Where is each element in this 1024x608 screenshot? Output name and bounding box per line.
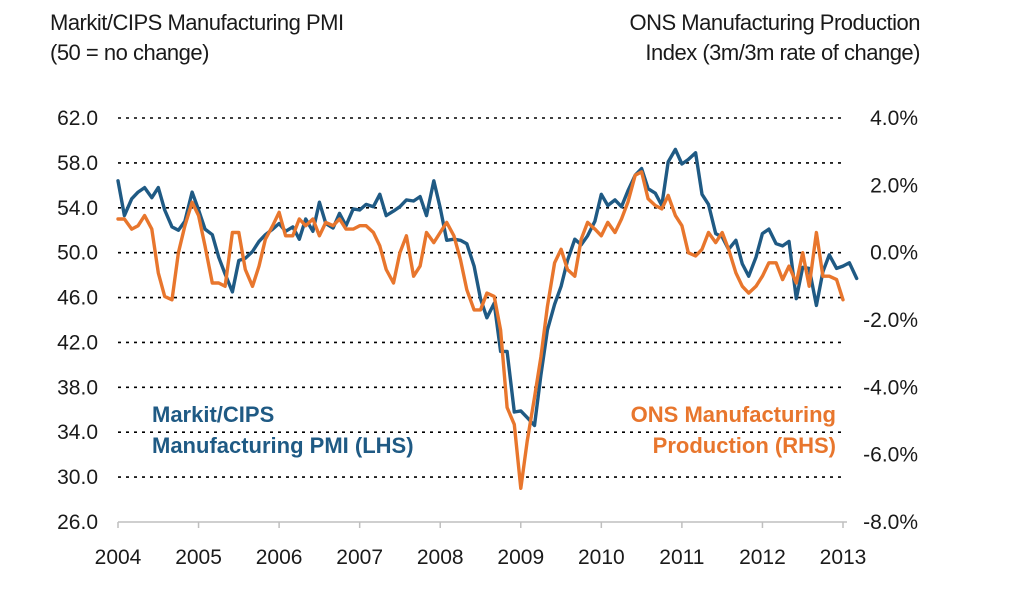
left-y-tick-label: 30.0 [57,466,98,489]
x-tick-label: 2007 [336,546,383,569]
x-tick-label: 2006 [256,546,303,569]
pmi-series-label: Markit/CIPS Manufacturing PMI (LHS) [152,402,414,458]
right-axis-title-line2: Index (3m/3m rate of change) [645,40,920,65]
right-y-tick-label: -2.0% [863,309,918,332]
x-tick-label: 2013 [820,546,867,569]
left-y-tick-label: 34.0 [57,421,98,444]
pmi-series-line [116,147,859,428]
gridlines [118,117,843,478]
right-y-tick-label: -8.0% [863,511,918,534]
pmi-series-label-line: Markit/CIPS [152,402,274,427]
x-tick-label: 2010 [578,546,625,569]
pmi-series-label-line: Manufacturing PMI (LHS) [152,433,414,458]
x-tick-label: 2005 [175,546,222,569]
left-y-tick-label: 62.0 [57,107,98,130]
left-axis-title: Markit/CIPS Manufacturing PMI (50 = no c… [50,8,344,68]
left-y-tick-label: 26.0 [57,511,98,534]
right-y-tick-label: 2.0% [870,174,918,197]
left-y-tick-label: 38.0 [57,376,98,399]
ons-series-label-line: ONS Manufacturing [631,402,836,427]
left-y-tick-label: 58.0 [57,152,98,175]
right-axis-title-line1: ONS Manufacturing Production [629,10,921,35]
x-tick-label: 2004 [95,546,142,569]
x-tick-label: 2009 [497,546,544,569]
x-tick-label: 2008 [417,546,464,569]
series-labels: Markit/CIPS Manufacturing PMI (LHS) ONS Ma… [152,402,836,458]
left-y-tick-label: 46.0 [57,287,98,310]
left-y-axis: 62.0 58.0 54.0 50.0 46.0 42.0 38.0 34.0 30.0 26.0 [57,107,98,534]
right-y-axis: 4.0% 2.0% 0.0% -2.0% -4.0% -6.0% -8.0% [863,107,918,534]
left-axis-title-line1: Markit/CIPS Manufacturing PMI [50,10,344,35]
series-lines [116,147,859,490]
ons-series-label: ONS Manufacturing Production (RHS) [631,402,836,458]
right-y-tick-label: -4.0% [863,376,918,399]
right-y-tick-label: 0.0% [870,242,918,265]
right-axis-title: ONS Manufacturing Production Index (3m/3… [630,8,921,68]
x-axis: 2004 2005 2006 2007 2008 2009 2010 2011 2012 2013 [95,521,867,569]
x-tick-label: 2012 [739,546,786,569]
left-y-tick-label: 54.0 [57,197,98,220]
left-axis-title-line2: (50 = no change) [50,40,209,65]
ons-series-line [116,170,845,490]
x-tick-label: 2011 [659,546,704,569]
left-y-tick-label: 42.0 [57,331,98,354]
ons-series-label-line: Production (RHS) [653,433,836,458]
left-y-tick-label: 50.0 [57,242,98,265]
right-y-tick-label: -6.0% [863,444,918,467]
right-y-tick-label: 4.0% [870,107,918,130]
